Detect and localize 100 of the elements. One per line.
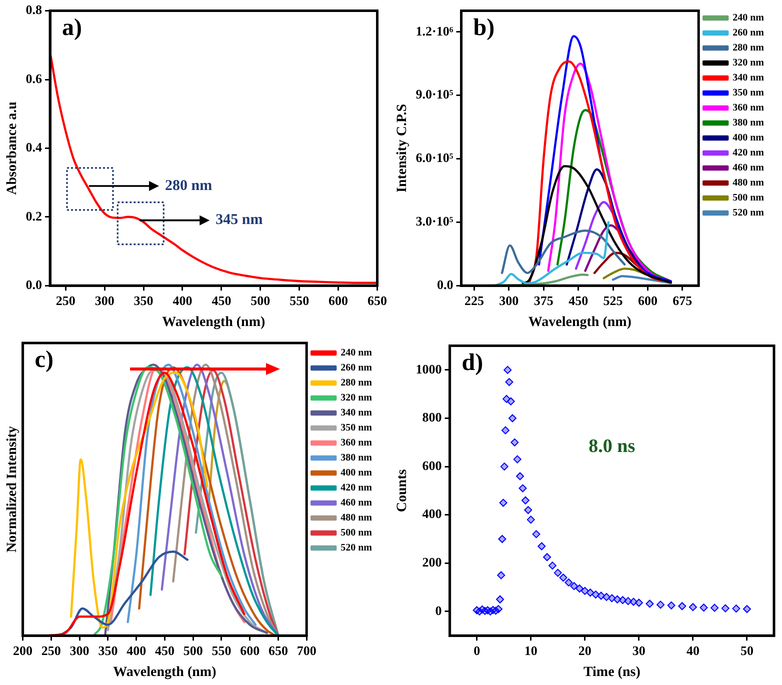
x-tick-label: 675 [672,292,693,308]
legend-label: 520 nm [340,542,373,554]
legend-label: 460 nm [340,498,373,509]
line-series [556,109,672,282]
x-tick-label: 650 [368,292,387,308]
point [742,605,751,614]
legend-label: 280 nm [732,42,765,54]
y-tick-label: 0.2 [26,208,42,224]
x-axis-title: Wavelength (nm) [528,315,632,330]
point [618,596,627,604]
point [526,516,535,524]
legend-label: 350 nm [340,422,373,434]
y-tick-label: 9.0·10⁵ [416,86,454,102]
x-tick-label: 300 [499,292,519,308]
y-tick-label: 3.0·10⁵ [416,214,454,229]
point [518,484,527,492]
legend-label: 240 nm [732,12,765,24]
legend-label: 480 nm [340,512,373,524]
y-tick-label: 600 [422,458,442,473]
x-tick-label: 400 [172,292,192,308]
x-tick-label: 300 [70,642,90,658]
x-tick-label: 450 [568,292,588,308]
y-tick-label: 1.2·10⁶ [416,23,454,38]
point [634,598,643,607]
annotation: d) [462,350,484,376]
x-tick-label: 300 [94,292,114,308]
x-tick-label: 600 [240,642,260,658]
point [710,604,719,612]
x-tick-label: 50 [740,642,754,658]
point [586,588,594,597]
x-tick-label: 450 [212,292,232,308]
x-tick-label: 550 [290,292,310,308]
point [700,604,708,612]
x-axis-title: Wavelength (nm) [162,315,266,330]
annotation: c) [34,347,54,374]
x-tick-label: 250 [41,642,61,658]
legend-label: 260 nm [732,28,765,39]
legend-label: 260 nm [340,362,373,374]
point [564,578,573,586]
legend-label: 500 nm [340,528,373,539]
legend-label: 420 nm [732,148,765,159]
x-tick-label: 200 [13,642,33,658]
line-series [538,35,672,282]
point [613,595,622,604]
line-series [494,221,610,286]
legend-label: 340 nm [732,72,765,84]
y-tick-label: 0.0 [437,276,454,292]
point [532,530,540,538]
point [500,462,508,471]
point [597,592,606,600]
point [554,568,562,577]
x-tick-label: 20 [578,642,592,658]
legend-label: 280 nm [340,378,373,389]
y-tick-label: 6.0·10⁵ [416,150,454,166]
y-tick-label: 0.8 [26,2,43,18]
point [497,571,506,580]
point [592,590,600,599]
legend-label: 320 nm [340,392,373,404]
legend-label: 360 nm [340,438,373,449]
x-tick-label: 600 [638,292,658,308]
point [656,600,665,609]
point [505,378,514,386]
x-tick-label: 700 [296,642,316,658]
y-tick-label: 0 [435,602,442,618]
point [498,535,506,543]
y-tick-label: 200 [422,554,442,570]
annotation: b) [473,15,495,42]
legend-label: 420 nm [340,482,373,494]
x-tick-label: 550 [212,642,232,658]
y-tick-label: 1000 [416,361,442,376]
legend-label: 360 nm [732,102,765,114]
point [516,472,524,480]
legend-label: 500 nm [732,192,765,204]
legend-label: 380 nm [340,452,373,464]
legend-label: 240 nm [340,348,373,359]
x-tick-label: 525 [603,292,624,308]
legend-label: 460 nm [732,162,765,174]
x-tick-label: 500 [183,642,203,658]
point [538,542,546,550]
point [494,605,502,614]
point [499,498,508,507]
point [580,586,589,595]
y-tick-label: 800 [422,410,442,425]
x-tick-label: 40 [686,642,700,658]
point [602,592,610,601]
point [510,438,519,446]
x-tick-label: 600 [328,292,348,308]
x-axis-title: Time (ns) [583,665,641,680]
x-tick-label: 450 [154,642,174,658]
line-series [612,274,672,284]
y-tick-label: 0.0 [26,276,42,292]
y-axis-title: Absorbance a.u [5,101,20,195]
y-tick-label: 0.6 [26,70,43,86]
point [624,597,632,606]
x-axis-title: Wavelength (nm) [113,665,217,680]
x-tick-label: 400 [126,642,146,658]
y-tick-label: 0.4 [26,140,43,155]
x-tick-label: 350 [98,642,118,658]
legend-label: 400 nm [732,132,765,144]
point [506,397,515,406]
